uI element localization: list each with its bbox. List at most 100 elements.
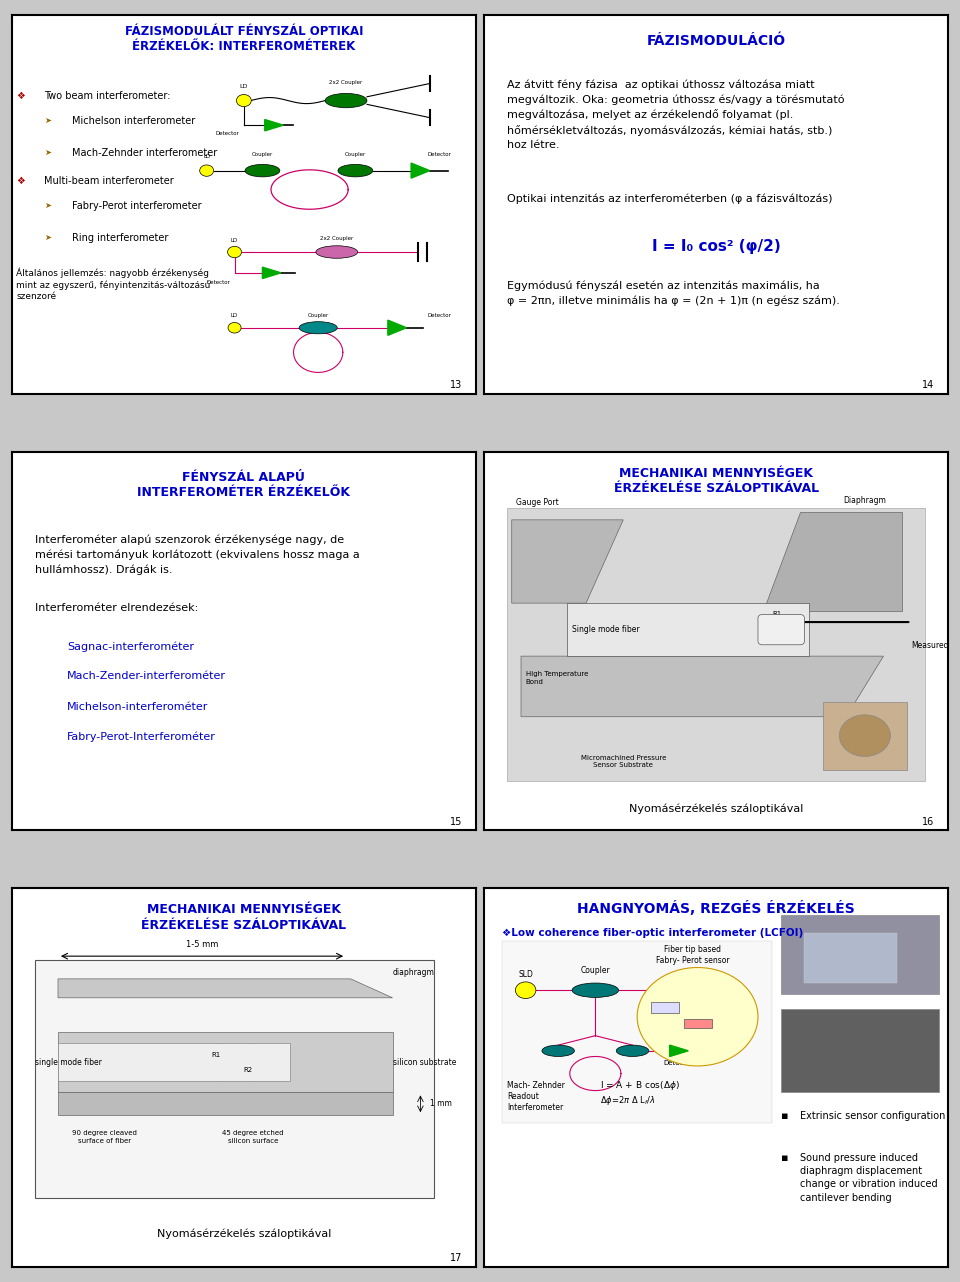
FancyBboxPatch shape [684, 1019, 711, 1028]
Text: ➤: ➤ [44, 147, 51, 156]
FancyBboxPatch shape [35, 960, 434, 1199]
Text: Optikai intenzitás az interferométerben (φ a fázisváltozás): Optikai intenzitás az interferométerben … [507, 194, 832, 204]
Text: 2x2 Coupler: 2x2 Coupler [320, 236, 353, 241]
Text: I = I₀ cos² (φ/2): I = I₀ cos² (φ/2) [652, 238, 780, 254]
Text: Two beam interferometer:: Two beam interferometer: [44, 91, 171, 101]
Text: ❖: ❖ [16, 177, 25, 186]
Text: silicon substrate: silicon substrate [393, 1058, 456, 1067]
Text: 13: 13 [450, 381, 462, 390]
Text: Sagnac-interferométer: Sagnac-interferométer [67, 641, 194, 651]
Text: Coupler: Coupler [581, 967, 611, 976]
Text: Egymódusú fényszál esetén az intenzitás maximális, ha
φ = 2πn, illetve minimális: Egymódusú fényszál esetén az intenzitás … [507, 281, 840, 305]
FancyBboxPatch shape [758, 614, 804, 645]
Text: SLD: SLD [518, 970, 533, 979]
Text: LD: LD [204, 154, 210, 159]
Text: R1: R1 [211, 1051, 221, 1058]
Text: R1: R1 [772, 612, 781, 618]
FancyBboxPatch shape [507, 509, 925, 781]
Text: Detector: Detector [427, 313, 451, 318]
Text: ▪: ▪ [781, 1153, 789, 1163]
Text: Mach-Zender-interferométer: Mach-Zender-interferométer [67, 672, 227, 681]
Circle shape [228, 246, 242, 258]
Text: Detector: Detector [664, 1060, 694, 1067]
FancyBboxPatch shape [823, 701, 906, 769]
Text: Multi-beam interferometer: Multi-beam interferometer [44, 177, 174, 186]
FancyBboxPatch shape [58, 1032, 393, 1092]
Text: ➤: ➤ [44, 233, 51, 242]
FancyBboxPatch shape [502, 941, 772, 1123]
Circle shape [516, 982, 536, 999]
Text: Detector: Detector [206, 281, 230, 286]
Text: 45 degree etched
silicon surface: 45 degree etched silicon surface [223, 1131, 284, 1144]
Text: R2: R2 [244, 1067, 253, 1073]
Text: Micromachined Pressure
Sensor Substrate: Micromachined Pressure Sensor Substrate [581, 755, 666, 768]
FancyBboxPatch shape [804, 933, 898, 982]
Text: R2: R2 [772, 631, 781, 636]
Text: Extrinsic sensor configuration: Extrinsic sensor configuration [800, 1111, 946, 1122]
Text: Diaphragm: Diaphragm [721, 1001, 752, 1006]
Circle shape [228, 323, 241, 333]
FancyBboxPatch shape [567, 603, 809, 656]
Ellipse shape [300, 322, 337, 333]
Text: 1-5 mm: 1-5 mm [186, 940, 218, 949]
Text: LD: LD [231, 313, 238, 318]
Text: LD: LD [240, 85, 248, 90]
Text: diaphragm: diaphragm [393, 968, 434, 977]
Polygon shape [262, 267, 281, 278]
Polygon shape [670, 1045, 688, 1056]
Polygon shape [58, 1092, 393, 1115]
Text: Ring interferometer: Ring interferometer [72, 233, 168, 244]
Text: 15: 15 [450, 817, 462, 827]
Text: Detector: Detector [216, 131, 239, 136]
Text: MECHANIKAI MENNYISÉGEK
ÉRZÉKELÉSE SZÁLOPTIKÁVAL: MECHANIKAI MENNYISÉGEK ÉRZÉKELÉSE SZÁLOP… [141, 903, 347, 932]
Text: FÉNYSZÁL ALAPÚ
INTERFEROMÉTER ÉRZÉKELŐK: FÉNYSZÁL ALAPÚ INTERFEROMÉTER ÉRZÉKELŐK [137, 470, 350, 499]
Text: ▪: ▪ [781, 1111, 789, 1122]
Circle shape [236, 95, 252, 106]
Ellipse shape [316, 246, 358, 258]
Text: 90 degree cleaved
surface of fiber: 90 degree cleaved surface of fiber [72, 1131, 137, 1144]
Text: Sound pressure induced
diaphragm displacement
change or vibration induced
cantil: Sound pressure induced diaphragm displac… [800, 1153, 937, 1203]
FancyBboxPatch shape [781, 914, 939, 994]
Polygon shape [512, 519, 623, 603]
Text: HANGNYOMÁS, REZGÉS ÉRZÉKELÉS: HANGNYOMÁS, REZGÉS ÉRZÉKELÉS [577, 901, 855, 917]
Text: 14: 14 [923, 381, 934, 390]
Text: Fiber tip based
Fabry- Perot sensor: Fiber tip based Fabry- Perot sensor [656, 945, 730, 965]
Text: Fabry-Perot interferometer: Fabry-Perot interferometer [72, 201, 202, 212]
Text: FÁZISMODULÁCIÓ: FÁZISMODULÁCIÓ [647, 35, 785, 49]
Text: MECHANIKAI MENNYISÉGEK
ÉRZÉKELÉSE SZÁLOPTIKÁVAL: MECHANIKAI MENNYISÉGEK ÉRZÉKELÉSE SZÁLOP… [613, 467, 819, 495]
Ellipse shape [325, 94, 367, 108]
FancyBboxPatch shape [781, 1009, 939, 1092]
Text: Coupler: Coupler [252, 153, 273, 158]
FancyBboxPatch shape [58, 1044, 290, 1081]
Text: ❖: ❖ [16, 91, 25, 101]
Text: 17: 17 [450, 1253, 462, 1263]
Ellipse shape [572, 983, 618, 997]
Ellipse shape [616, 1045, 649, 1056]
Text: Interferométer elrendezések:: Interferométer elrendezések: [35, 603, 198, 613]
Text: 2x2 Coupler: 2x2 Coupler [329, 81, 363, 86]
Text: $\Delta\phi$=2$\pi$ $\Delta$ L$_f$/$\lambda$: $\Delta\phi$=2$\pi$ $\Delta$ L$_f$/$\lam… [600, 1095, 656, 1108]
Text: Általános jellemzés: nagyobb érzékenység
mint az egyszerű, fényintenzitás-változ: Általános jellemzés: nagyobb érzékenység… [16, 267, 210, 301]
Text: single mode fiber: single mode fiber [35, 1058, 102, 1067]
Text: Az átvitt fény fázisa  az optikai úthossz változása miatt
megváltozik. Oka: geom: Az átvitt fény fázisa az optikai úthossz… [507, 79, 845, 150]
Text: Coupler: Coupler [307, 313, 329, 318]
Text: LD: LD [231, 237, 238, 242]
Polygon shape [521, 656, 883, 717]
Text: Michelson-interferométer: Michelson-interferométer [67, 701, 208, 712]
Text: Michelson interferometer: Michelson interferometer [72, 115, 195, 126]
Circle shape [637, 968, 758, 1065]
Text: Diaphragm: Diaphragm [844, 496, 886, 505]
Circle shape [839, 715, 891, 756]
FancyBboxPatch shape [651, 1001, 679, 1013]
Ellipse shape [245, 164, 280, 177]
Polygon shape [58, 979, 393, 997]
Polygon shape [388, 320, 406, 336]
Text: 16: 16 [923, 817, 934, 827]
Ellipse shape [338, 164, 372, 177]
Text: FÁZISMODULÁLT FÉNYSZÁL OPTIKAI
ÉRZÉKELŐK: INTERFEROMÉTEREK: FÁZISMODULÁLT FÉNYSZÁL OPTIKAI ÉRZÉKELŐK… [125, 24, 363, 54]
Text: Measured: Measured [911, 641, 948, 650]
Text: ❖Low coherence fiber-optic interferometer (LCFOI): ❖Low coherence fiber-optic interferomete… [502, 928, 804, 937]
Text: Coupler: Coupler [345, 153, 366, 158]
Text: Nyomásérzékelés száloptikával: Nyomásérzékelés száloptikával [629, 804, 804, 814]
Polygon shape [265, 119, 283, 131]
